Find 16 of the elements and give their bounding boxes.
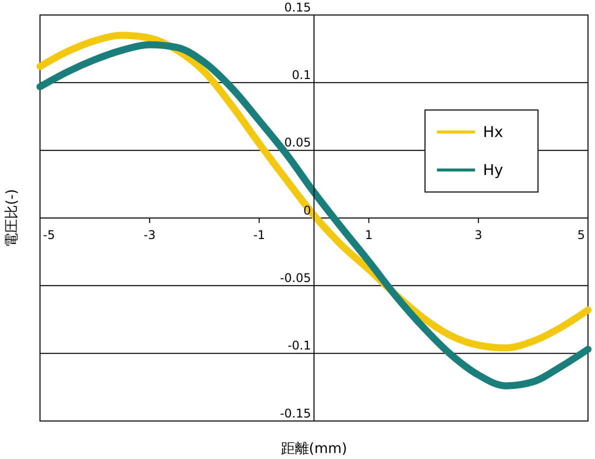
y-axis-title: 電圧比(-) (4, 189, 20, 247)
legend-label: Hy (483, 161, 504, 179)
x-tick-label: 1 (364, 228, 373, 242)
y-tick-label: -0.1 (288, 338, 311, 353)
y-tick-label: -0.15 (280, 406, 311, 420)
y-tick-label: 0.15 (284, 0, 311, 14)
y-tick-label: 0.1 (292, 68, 311, 82)
y-tick-label: 0.05 (284, 136, 311, 150)
x-tick-label: -1 (253, 228, 266, 242)
x-tick-label: 5 (577, 228, 585, 242)
x-axis-title: 距離(mm) (280, 441, 348, 457)
y-tick-label: -0.05 (280, 271, 311, 286)
legend-label: Hx (483, 123, 504, 141)
x-tick-label: 3 (474, 228, 482, 242)
x-tick-label: -3 (144, 228, 156, 242)
x-tick-label: -5 (43, 228, 55, 242)
